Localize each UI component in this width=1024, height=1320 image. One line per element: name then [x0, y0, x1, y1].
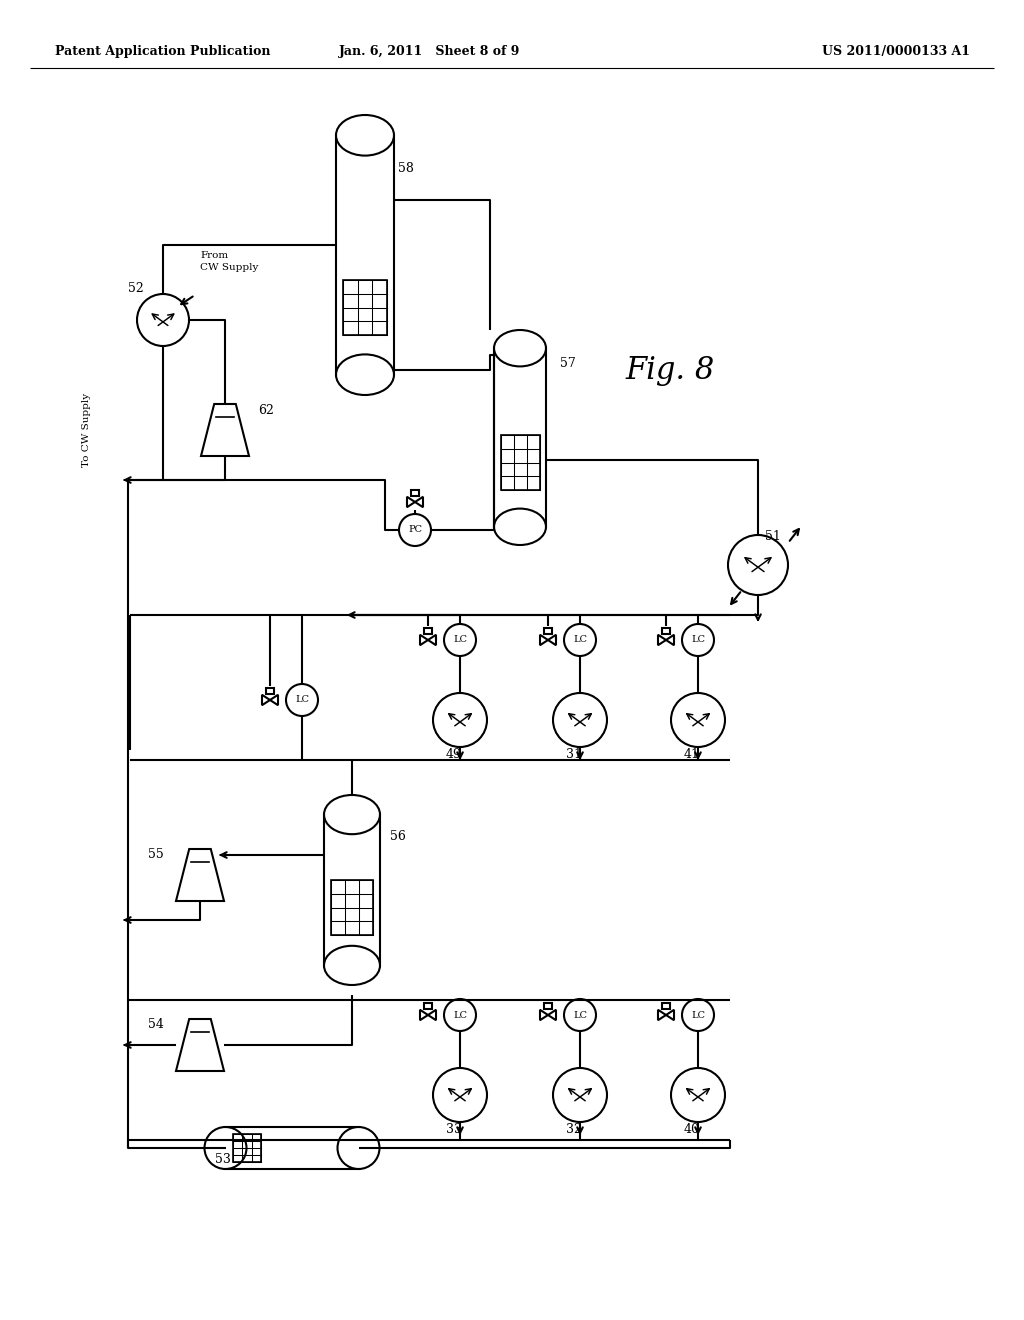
- Bar: [424, 1003, 432, 1008]
- Text: 56: 56: [390, 830, 406, 843]
- Text: LC: LC: [691, 635, 705, 644]
- Text: US 2011/0000133 A1: US 2011/0000133 A1: [822, 45, 970, 58]
- Text: 32: 32: [566, 1123, 582, 1137]
- Text: 31: 31: [566, 748, 582, 762]
- Text: 33: 33: [446, 1123, 462, 1137]
- Bar: [662, 1003, 670, 1008]
- Bar: [266, 688, 274, 694]
- Text: LC: LC: [573, 1011, 587, 1019]
- Text: From
CW Supply: From CW Supply: [200, 251, 258, 272]
- Text: 52: 52: [128, 282, 143, 294]
- Text: 51: 51: [765, 531, 781, 543]
- Bar: [544, 628, 552, 634]
- Text: 53: 53: [215, 1152, 230, 1166]
- Bar: [411, 490, 419, 496]
- Text: 58: 58: [398, 162, 414, 176]
- Text: PC: PC: [408, 525, 422, 535]
- Bar: [662, 628, 670, 634]
- Text: 62: 62: [258, 404, 273, 417]
- Bar: [331, 880, 373, 935]
- Text: LC: LC: [691, 1011, 705, 1019]
- Text: 57: 57: [560, 356, 575, 370]
- Text: 55: 55: [148, 847, 164, 861]
- Bar: [544, 1003, 552, 1008]
- Bar: [232, 1134, 261, 1162]
- Bar: [424, 628, 432, 634]
- Text: 54: 54: [148, 1018, 164, 1031]
- Bar: [343, 280, 387, 335]
- Text: LC: LC: [453, 1011, 467, 1019]
- Text: 41: 41: [684, 748, 700, 762]
- Bar: [501, 436, 540, 490]
- Text: To CW Supply: To CW Supply: [82, 393, 91, 467]
- Text: LC: LC: [295, 696, 309, 705]
- Text: 40: 40: [684, 1123, 700, 1137]
- Text: LC: LC: [453, 635, 467, 644]
- Text: LC: LC: [573, 635, 587, 644]
- Text: Fig. 8: Fig. 8: [626, 355, 715, 385]
- Text: 49: 49: [446, 748, 462, 762]
- Text: Jan. 6, 2011   Sheet 8 of 9: Jan. 6, 2011 Sheet 8 of 9: [339, 45, 520, 58]
- Text: Patent Application Publication: Patent Application Publication: [55, 45, 270, 58]
